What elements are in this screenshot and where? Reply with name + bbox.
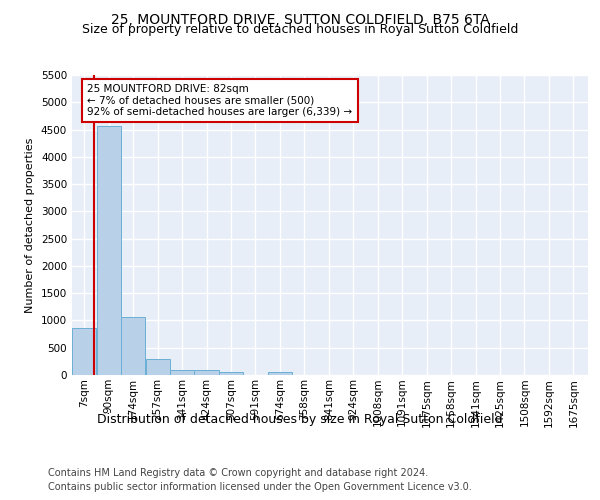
Text: Size of property relative to detached houses in Royal Sutton Coldfield: Size of property relative to detached ho… (82, 22, 518, 36)
Bar (170, 370, 194, 375)
Text: Distribution of detached houses by size in Royal Sutton Coldfield: Distribution of detached houses by size … (97, 412, 503, 426)
Bar (219, 372, 243, 375)
Bar (97, 126, 121, 375)
Bar (146, 359, 170, 375)
Bar (72, 328, 97, 375)
Text: 25 MOUNTFORD DRIVE: 82sqm
← 7% of detached houses are smaller (500)
92% of semi-: 25 MOUNTFORD DRIVE: 82sqm ← 7% of detach… (88, 84, 353, 117)
Text: Contains HM Land Registry data © Crown copyright and database right 2024.: Contains HM Land Registry data © Crown c… (48, 468, 428, 477)
Y-axis label: Number of detached properties: Number of detached properties (25, 138, 35, 312)
Text: 25, MOUNTFORD DRIVE, SUTTON COLDFIELD, B75 6TA: 25, MOUNTFORD DRIVE, SUTTON COLDFIELD, B… (110, 12, 490, 26)
Bar (268, 372, 292, 375)
Bar (121, 317, 145, 375)
Bar (194, 370, 218, 375)
Text: Contains public sector information licensed under the Open Government Licence v3: Contains public sector information licen… (48, 482, 472, 492)
